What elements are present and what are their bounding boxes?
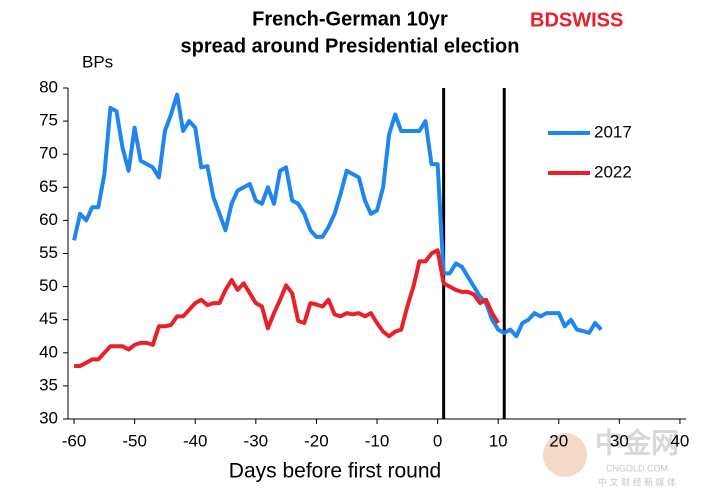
x-tick-label: 20 [549,431,568,450]
watermark: 中 文 财 经 新 媒 体 [598,476,676,487]
watermark: CNGOLD.COM [606,463,668,473]
chart-subtitle: spread around Presidential election [181,35,520,57]
series-line [74,248,500,368]
y-tick-label: 70 [39,144,58,163]
y-tick-label: 80 [39,77,58,96]
series-line [72,92,603,339]
y-tick-label: 75 [39,111,58,130]
y-tick-label: 50 [39,276,58,295]
x-tick-label: 10 [489,431,508,450]
x-tick-label: -30 [244,431,269,450]
x-tick-label: 40 [670,431,689,450]
x-tick-label: -20 [304,431,329,450]
x-tick-label: -10 [365,431,390,450]
y-tick-label: 65 [39,177,58,196]
logo: BDSWISS [530,9,623,31]
x-axis-label: Days before first round [229,460,441,483]
y-tick-label: 55 [39,243,58,262]
chart-title: French-German 10yr [252,8,448,30]
x-tick-label: -50 [122,431,147,450]
y-axis-label: BPs [82,52,113,71]
y-tick-label: 60 [39,210,58,229]
watermark: 中金网 [595,426,679,458]
y-tick-label: 30 [39,408,58,427]
legend-label: 2017 [594,122,632,141]
x-tick-label: 30 [610,431,629,450]
y-tick-label: 45 [39,309,58,328]
legend-label: 2022 [594,162,632,181]
x-tick-label: -60 [62,431,87,450]
y-tick-label: 35 [39,375,58,394]
y-tick-label: 40 [39,342,58,361]
watermark-icon [543,433,587,477]
x-tick-label: -40 [183,431,208,450]
x-tick-label: 0 [433,431,442,450]
